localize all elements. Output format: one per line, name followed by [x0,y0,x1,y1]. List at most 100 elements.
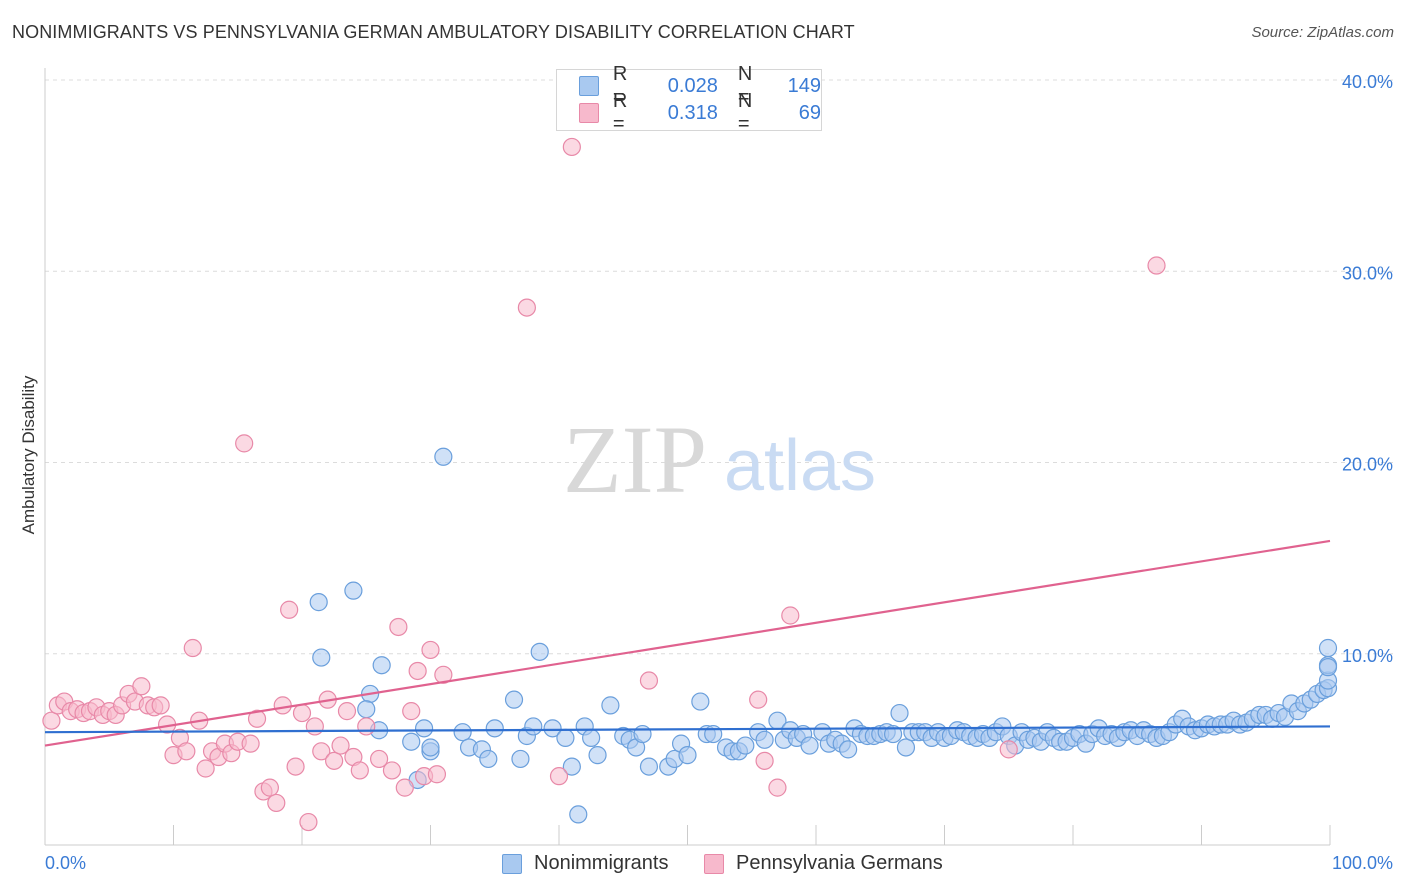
trend-lines [44,539,1331,747]
data-point-nonimmigrants [504,690,524,709]
data-point-pennsylvania-germans [389,617,408,637]
y-axis-label: Ambulatory Disability [19,375,38,534]
series-legend: Nonimmigrants Pennsylvania Germans [0,852,1406,878]
legend-r-value: 0.028 [667,74,718,97]
data-point-nonimmigrants [678,746,697,765]
data-point-nonimmigrants [485,719,504,738]
y-tick-label: 20.0% [1342,455,1393,475]
data-point-pennsylvania-germans [305,717,324,736]
data-point-nonimmigrants [1318,638,1338,658]
data-point-pennsylvania-germans [755,751,774,770]
data-point-nonimmigrants [511,749,530,769]
data-point-nonimmigrants [357,700,376,719]
data-point-nonimmigrants [421,738,440,757]
data-point-pennsylvania-germans [402,702,421,721]
data-point-nonimmigrants [372,656,391,675]
data-point-pennsylvania-germans [280,600,299,619]
data-point-nonimmigrants [556,728,575,748]
data-point-pennsylvania-germans [370,749,389,769]
data-point-nonimmigrants [434,447,453,466]
data-point-nonimmigrants [562,757,581,776]
data-point-pennsylvania-germans [331,736,350,755]
legend-swatch-nonimmigrants [579,76,599,96]
data-point-pennsylvania-germans [395,778,414,797]
data-point-pennsylvania-germans [421,640,440,660]
legend-row-pennsylvania-germans: R = 0.318 N = 69 [579,90,821,135]
data-point-pennsylvania-germans [382,761,402,780]
data-point-pennsylvania-germans [267,793,286,813]
data-point-pennsylvania-germans [408,661,427,681]
source-credit: Source: ZipAtlas.com [1251,24,1394,41]
legend-swatch-nonimmigrants [502,853,522,874]
data-point-nonimmigrants [1318,658,1338,677]
legend-item-nonimmigrants: Nonimmigrants [502,852,668,875]
data-point-nonimmigrants [453,723,472,742]
x-tick-label: 100.0% [1332,853,1393,873]
trend-line-nonimmigrants [44,725,1331,734]
data-point-pennsylvania-germans [325,751,344,770]
data-point-nonimmigrants [543,719,562,738]
y-tick-label: 10.0% [1342,646,1393,666]
legend-label-nonimmigrants: Nonimmigrants [534,852,669,874]
data-point-pennsylvania-germans [42,711,61,730]
data-point-pennsylvania-germans [781,606,800,625]
data-point-pennsylvania-germans [549,767,569,786]
legend-r-value: 0.318 [667,101,718,124]
data-point-pennsylvania-germans [273,696,292,715]
data-point-pennsylvania-germans [196,759,215,778]
data-point-nonimmigrants [569,805,588,824]
legend-r-label: R = [612,63,628,108]
data-point-nonimmigrants [312,648,331,667]
y-tick-label: 40.0% [1342,72,1393,92]
data-point-pennsylvania-germans [999,740,1018,759]
data-point-nonimmigrants [344,581,363,600]
data-point-pennsylvania-germans [260,778,279,797]
data-point-pennsylvania-germans [768,778,787,797]
chart-title: NONIMMIGRANTS VS PENNSYLVANIA GERMAN AMB… [12,22,855,42]
data-point-pennsylvania-germans [517,298,536,317]
correlation-legend: R = 0.028 N = 149 R = 0.318 N = 69 [556,63,822,135]
data-point-nonimmigrants [639,757,659,776]
data-point-nonimmigrants [839,740,858,759]
data-point-nonimmigrants [883,724,903,744]
legend-n-label: N = [737,90,753,135]
data-point-pennsylvania-germans [292,703,312,723]
legend-row-nonimmigrants: R = 0.028 N = 149 [579,63,821,108]
series-pennsylvania-germans-points [42,137,1166,832]
data-point-pennsylvania-germans [286,757,305,776]
legend-swatch-pennsylvania-germans [704,853,724,874]
gridlines [45,79,1395,655]
y-tick-label: 30.0% [1342,263,1393,283]
data-point-pennsylvania-germans [434,665,453,684]
x-tick-labels: 0.0% 100.0% [45,853,1393,873]
x-tick-label: 0.0% [45,853,86,873]
watermark-zip: ZIP [563,406,707,513]
data-point-nonimmigrants [588,746,607,765]
legend-label-pennsylvania-germans: Pennsylvania Germans [736,852,943,874]
data-point-nonimmigrants [736,736,755,755]
data-point-pennsylvania-germans [639,671,659,690]
data-point-pennsylvania-germans [177,742,196,761]
data-point-pennsylvania-germans [151,696,170,715]
data-point-nonimmigrants [582,728,601,748]
data-point-pennsylvania-germans [357,717,376,736]
data-point-nonimmigrants [524,717,543,736]
data-point-pennsylvania-germans [350,761,369,780]
data-point-pennsylvania-germans [183,638,202,658]
data-point-nonimmigrants [479,749,498,769]
data-point-nonimmigrants [800,736,819,755]
data-point-pennsylvania-germans [562,137,581,157]
data-point-pennsylvania-germans [1147,256,1166,275]
data-point-nonimmigrants [402,732,421,751]
data-point-nonimmigrants [530,642,549,661]
data-point-pennsylvania-germans [132,677,151,696]
data-point-pennsylvania-germans [337,702,357,721]
data-point-pennsylvania-germans [241,734,260,753]
data-point-pennsylvania-germans [235,434,254,453]
watermark-atlas: atlas [724,426,876,506]
data-point-pennsylvania-germans [247,709,267,728]
data-point-nonimmigrants [890,703,909,723]
data-point-nonimmigrants [601,696,620,715]
legend-item-pennsylvania-germans: Pennsylvania Germans [704,852,943,875]
